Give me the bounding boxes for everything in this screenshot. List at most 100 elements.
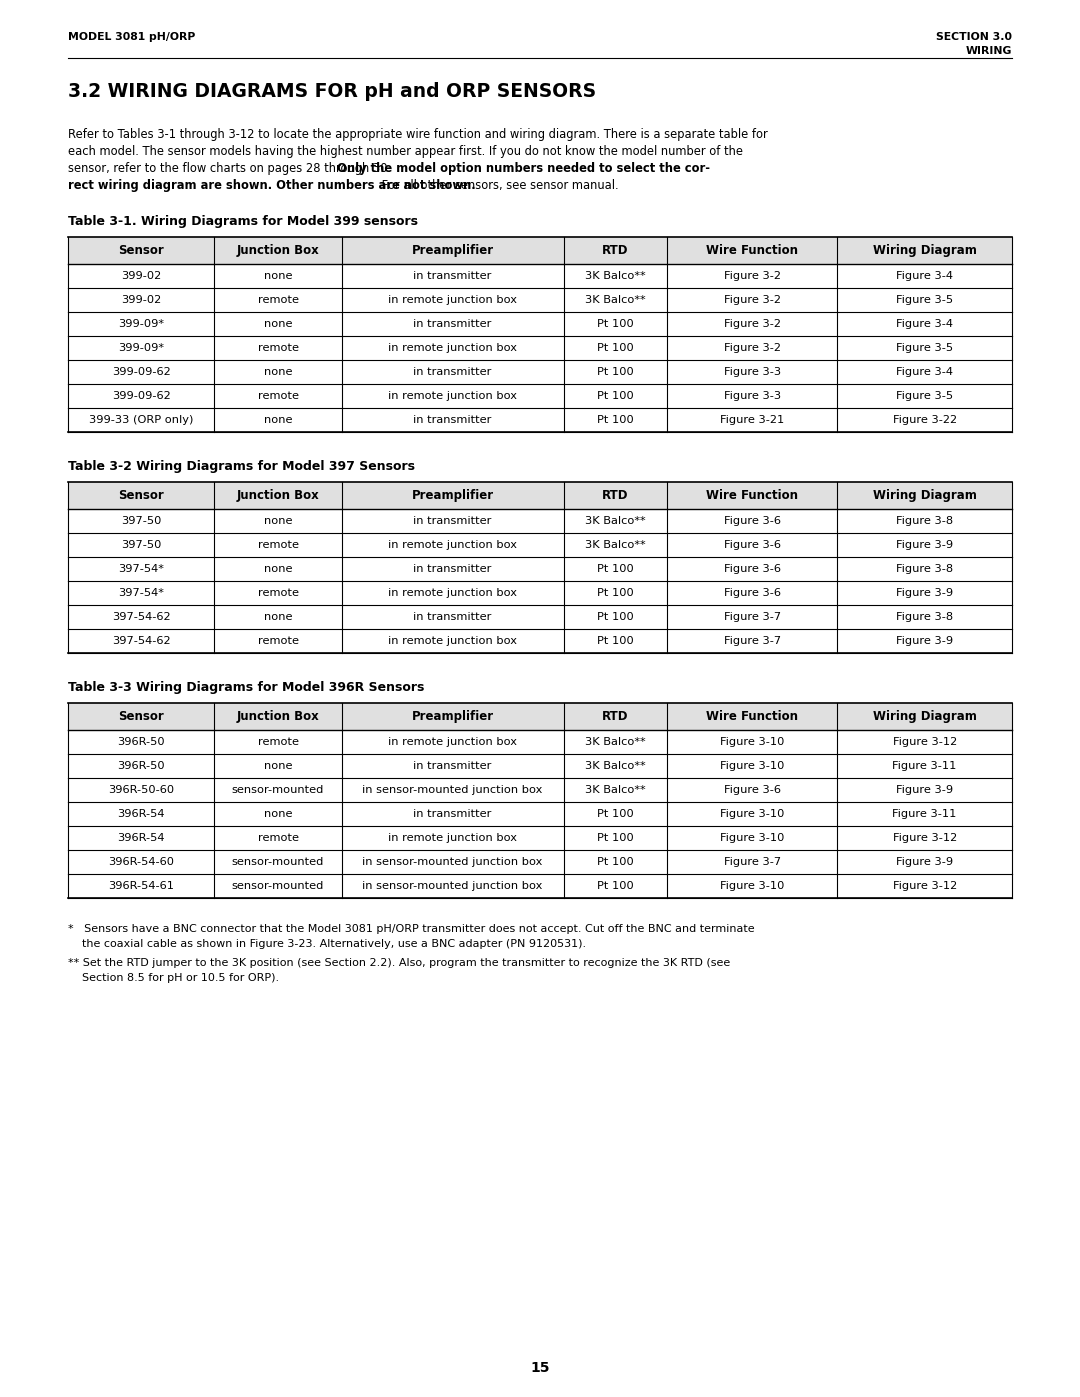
Text: Table 3-3 Wiring Diagrams for Model 396R Sensors: Table 3-3 Wiring Diagrams for Model 396R… (68, 680, 424, 694)
Text: 396R-50: 396R-50 (118, 761, 165, 771)
Text: Figure 3-7: Figure 3-7 (724, 856, 781, 868)
Text: none: none (264, 271, 293, 281)
Text: Pt 100: Pt 100 (597, 833, 634, 842)
Text: none: none (264, 515, 293, 527)
Text: Refer to Tables 3-1 through 3-12 to locate the appropriate wire function and wir: Refer to Tables 3-1 through 3-12 to loca… (68, 129, 768, 141)
Text: none: none (264, 415, 293, 425)
Text: Wiring Diagram: Wiring Diagram (873, 710, 976, 724)
Text: remote: remote (257, 833, 298, 842)
Text: Figure 3-11: Figure 3-11 (892, 761, 957, 771)
Text: in transmitter: in transmitter (414, 515, 491, 527)
Text: remote: remote (257, 636, 298, 645)
Text: Figure 3-7: Figure 3-7 (724, 612, 781, 622)
Text: Figure 3-2: Figure 3-2 (724, 344, 781, 353)
Text: 396R-54: 396R-54 (118, 809, 165, 819)
Text: in remote junction box: in remote junction box (388, 588, 517, 598)
Text: Preamplifier: Preamplifier (411, 244, 494, 257)
Text: in remote junction box: in remote junction box (388, 541, 517, 550)
Text: in transmitter: in transmitter (414, 809, 491, 819)
Text: none: none (264, 319, 293, 330)
Text: 3K Balco**: 3K Balco** (585, 761, 646, 771)
Text: Figure 3-9: Figure 3-9 (896, 785, 954, 795)
Text: 3K Balco**: 3K Balco** (585, 271, 646, 281)
Text: Figure 3-6: Figure 3-6 (724, 785, 781, 795)
Text: in transmitter: in transmitter (414, 271, 491, 281)
Text: Table 3-2 Wiring Diagrams for Model 397 Sensors: Table 3-2 Wiring Diagrams for Model 397 … (68, 460, 415, 474)
Text: Pt 100: Pt 100 (597, 636, 634, 645)
Text: in transmitter: in transmitter (414, 415, 491, 425)
Text: the coaxial cable as shown in Figure 3-23. Alternatively, use a BNC adapter (PN : the coaxial cable as shown in Figure 3-2… (68, 939, 586, 949)
Text: 3K Balco**: 3K Balco** (585, 785, 646, 795)
Text: Figure 3-2: Figure 3-2 (724, 319, 781, 330)
Text: Figure 3-6: Figure 3-6 (724, 541, 781, 550)
Text: Figure 3-9: Figure 3-9 (896, 541, 954, 550)
Text: Figure 3-21: Figure 3-21 (720, 415, 784, 425)
Text: Figure 3-5: Figure 3-5 (896, 391, 954, 401)
Text: Wire Function: Wire Function (706, 489, 798, 502)
Text: Figure 3-22: Figure 3-22 (892, 415, 957, 425)
Text: WIRING: WIRING (966, 46, 1012, 56)
Text: 3K Balco**: 3K Balco** (585, 541, 646, 550)
Text: in remote junction box: in remote junction box (388, 738, 517, 747)
Text: in transmitter: in transmitter (414, 367, 491, 377)
Text: each model. The sensor models having the highest number appear first. If you do : each model. The sensor models having the… (68, 145, 743, 158)
Text: 397-50: 397-50 (121, 541, 161, 550)
Text: 3K Balco**: 3K Balco** (585, 515, 646, 527)
Text: ** Set the RTD jumper to the 3K position (see Section 2.2). Also, program the tr: ** Set the RTD jumper to the 3K position… (68, 958, 730, 968)
Text: *   Sensors have a BNC connector that the Model 3081 pH/ORP transmitter does not: * Sensors have a BNC connector that the … (68, 923, 755, 935)
Text: For all other sensors, see sensor manual.: For all other sensors, see sensor manual… (378, 179, 619, 191)
Text: remote: remote (257, 738, 298, 747)
Text: 3K Balco**: 3K Balco** (585, 295, 646, 305)
Text: in transmitter: in transmitter (414, 564, 491, 574)
Text: Figure 3-3: Figure 3-3 (724, 391, 781, 401)
Text: Figure 3-3: Figure 3-3 (724, 367, 781, 377)
Text: Pt 100: Pt 100 (597, 809, 634, 819)
Text: Wire Function: Wire Function (706, 244, 798, 257)
Text: Sensor: Sensor (119, 710, 164, 724)
Text: in transmitter: in transmitter (414, 761, 491, 771)
Text: 396R-54-60: 396R-54-60 (108, 856, 174, 868)
Text: Figure 3-10: Figure 3-10 (720, 761, 784, 771)
Text: Figure 3-10: Figure 3-10 (720, 833, 784, 842)
Text: remote: remote (257, 295, 298, 305)
Text: Pt 100: Pt 100 (597, 882, 634, 891)
Bar (68, 482, 1012, 509)
Text: in remote junction box: in remote junction box (388, 344, 517, 353)
Text: 397-54*: 397-54* (118, 588, 164, 598)
Text: sensor-mounted: sensor-mounted (232, 882, 324, 891)
Text: Pt 100: Pt 100 (597, 344, 634, 353)
Text: Junction Box: Junction Box (237, 710, 320, 724)
Text: Pt 100: Pt 100 (597, 391, 634, 401)
Text: Figure 3-9: Figure 3-9 (896, 856, 954, 868)
Text: Pt 100: Pt 100 (597, 319, 634, 330)
Text: Figure 3-10: Figure 3-10 (720, 738, 784, 747)
Text: remote: remote (257, 344, 298, 353)
Text: 399-09*: 399-09* (118, 344, 164, 353)
Text: 397-54-62: 397-54-62 (112, 612, 171, 622)
Text: Sensor: Sensor (119, 489, 164, 502)
Text: Wiring Diagram: Wiring Diagram (873, 244, 976, 257)
Text: Pt 100: Pt 100 (597, 564, 634, 574)
Text: Pt 100: Pt 100 (597, 588, 634, 598)
Text: Figure 3-4: Figure 3-4 (896, 367, 954, 377)
Text: 3K Balco**: 3K Balco** (585, 738, 646, 747)
Text: 15: 15 (530, 1361, 550, 1375)
Text: 396R-50-60: 396R-50-60 (108, 785, 174, 795)
Text: in transmitter: in transmitter (414, 319, 491, 330)
Text: Figure 3-9: Figure 3-9 (896, 588, 954, 598)
Text: Figure 3-4: Figure 3-4 (896, 319, 954, 330)
Text: rect wiring diagram are shown. Other numbers are not shown.: rect wiring diagram are shown. Other num… (68, 179, 475, 191)
Text: RTD: RTD (603, 710, 629, 724)
Text: Figure 3-8: Figure 3-8 (896, 515, 954, 527)
Text: in sensor-mounted junction box: in sensor-mounted junction box (363, 785, 543, 795)
Text: RTD: RTD (603, 244, 629, 257)
Text: Figure 3-10: Figure 3-10 (720, 809, 784, 819)
Text: in sensor-mounted junction box: in sensor-mounted junction box (363, 882, 543, 891)
Text: Figure 3-6: Figure 3-6 (724, 564, 781, 574)
Text: Preamplifier: Preamplifier (411, 489, 494, 502)
Text: 399-09-62: 399-09-62 (112, 391, 171, 401)
Text: Figure 3-11: Figure 3-11 (892, 809, 957, 819)
Bar (68, 237, 1012, 264)
Text: none: none (264, 367, 293, 377)
Text: sensor-mounted: sensor-mounted (232, 785, 324, 795)
